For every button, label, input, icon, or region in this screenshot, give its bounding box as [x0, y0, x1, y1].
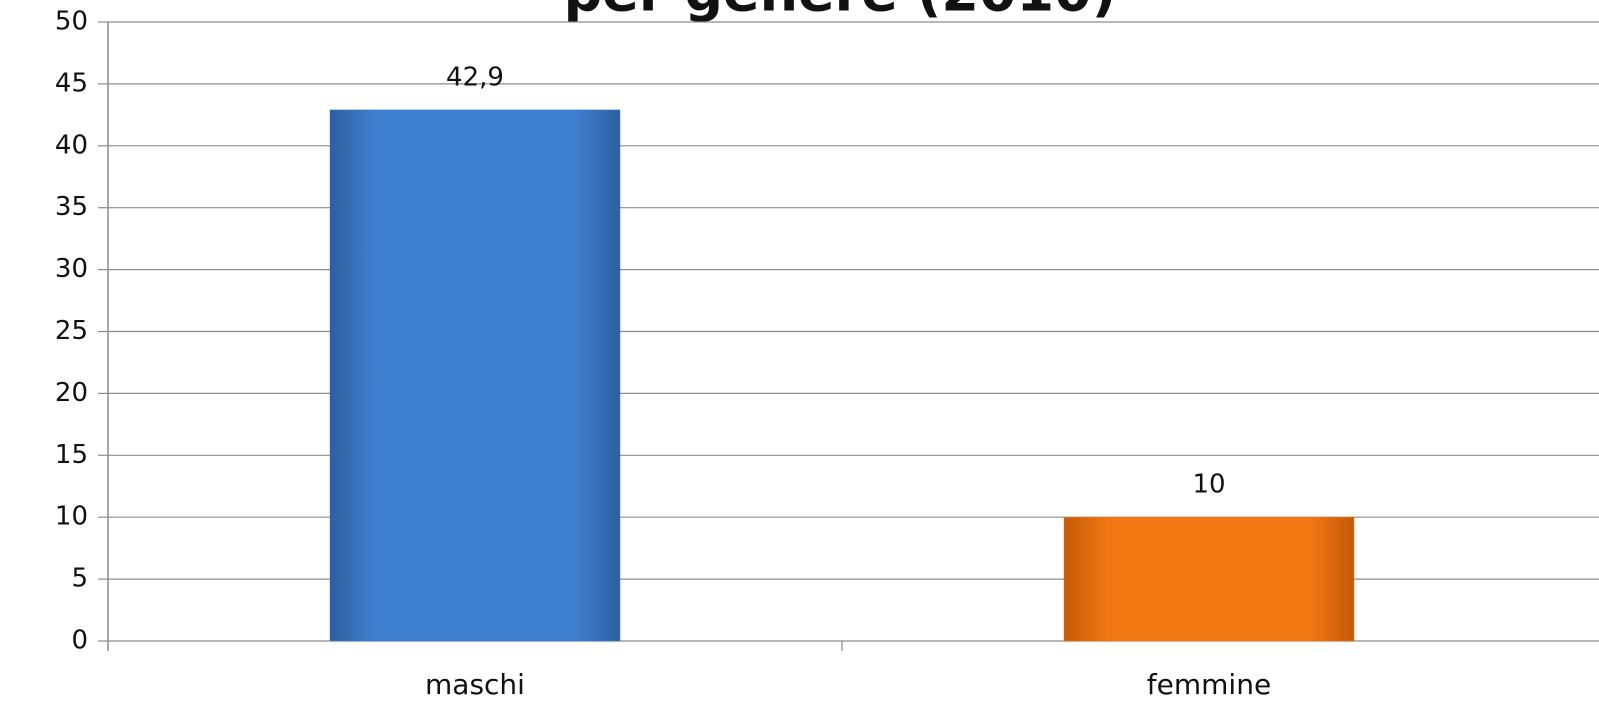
- y-tick-label: 25: [55, 316, 88, 346]
- y-tick-label: 15: [55, 440, 88, 470]
- y-tick-label: 45: [55, 68, 88, 98]
- bar: [329, 109, 621, 642]
- value-label: 10: [1192, 470, 1225, 500]
- y-tick-label: 40: [55, 130, 88, 160]
- bar: [1063, 516, 1355, 642]
- y-tick-label: 20: [55, 378, 88, 408]
- x-tick-label: femmine: [1147, 668, 1271, 701]
- y-tick-label: 35: [55, 192, 88, 222]
- chart-title: per genere (2010): [564, 0, 1117, 24]
- y-tick-label: 10: [55, 502, 88, 532]
- y-tick-label: 0: [71, 626, 88, 656]
- y-tick-label: 5: [71, 564, 88, 594]
- x-tick-label: maschi: [425, 668, 525, 701]
- y-tick-label: 50: [55, 7, 88, 37]
- value-label: 42,9: [446, 62, 504, 92]
- y-tick-label: 30: [55, 254, 88, 284]
